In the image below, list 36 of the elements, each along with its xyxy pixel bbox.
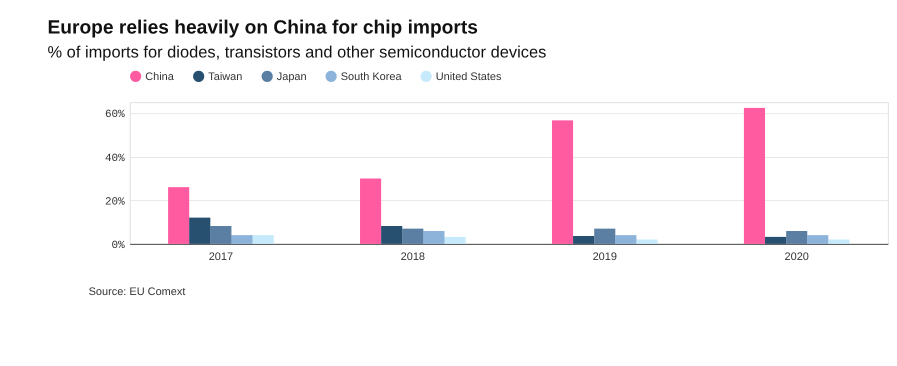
bar xyxy=(552,120,574,244)
bar xyxy=(828,239,850,244)
bar xyxy=(381,226,402,244)
legend-label: South Korea xyxy=(340,71,403,84)
bar xyxy=(423,230,444,244)
bar xyxy=(765,236,786,244)
y-tick-label: 60% xyxy=(104,109,126,122)
x-tick-label: 2020 xyxy=(784,250,809,263)
bar xyxy=(231,235,253,244)
bar xyxy=(360,178,382,244)
bar xyxy=(594,228,616,244)
legend-label: China xyxy=(145,71,175,84)
y-tick-label: 0% xyxy=(112,240,126,252)
x-tick-label: 2019 xyxy=(592,250,617,263)
x-tick-label: 2017 xyxy=(208,250,234,263)
y-tick-label: 20% xyxy=(104,196,126,208)
legend-label: United States xyxy=(436,71,502,84)
y-tick-label: 40% xyxy=(104,152,126,165)
bar xyxy=(168,187,190,244)
bar xyxy=(636,239,658,244)
legend-label: Japan xyxy=(276,71,307,84)
source-note: Source: EU Comext xyxy=(88,286,186,298)
bar xyxy=(252,235,274,244)
bar xyxy=(615,235,636,244)
bar xyxy=(786,230,808,244)
legend-label: Taiwan xyxy=(208,71,242,84)
bar xyxy=(402,228,424,244)
bar xyxy=(210,226,232,244)
bar xyxy=(444,236,466,244)
x-tick-label: 2018 xyxy=(400,250,426,263)
bar xyxy=(573,236,594,244)
chart-title: Europe relies heavily on China for chip imports xyxy=(48,18,478,39)
bar xyxy=(807,235,828,244)
bar xyxy=(189,218,210,244)
bar xyxy=(744,108,766,244)
chart-subtitle: % of imports for diodes, transistors and other semiconductor devices xyxy=(48,43,546,62)
